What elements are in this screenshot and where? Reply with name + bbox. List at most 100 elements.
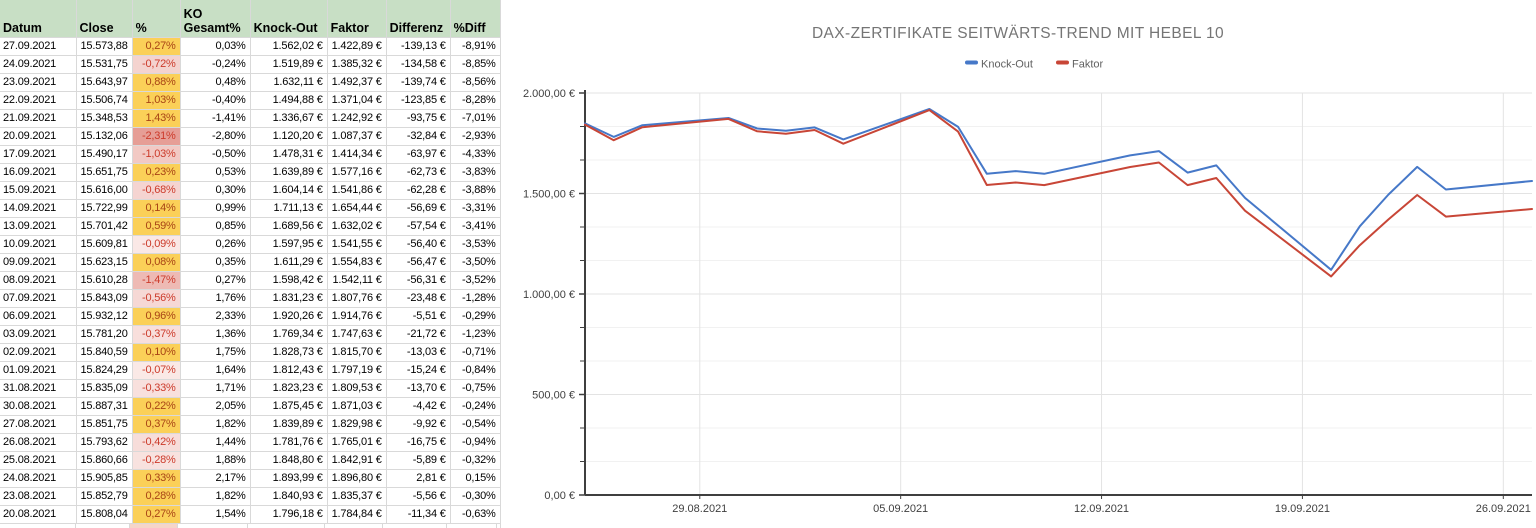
cell-pdiff[interactable]: -0,30% <box>450 487 501 506</box>
cell-faktor[interactable]: 1.554,83 € <box>327 253 387 272</box>
cell-faktor[interactable]: 1.492,37 € <box>327 73 387 92</box>
cell-close[interactable]: 15.843,09 <box>76 289 133 308</box>
cell-faktor[interactable]: 1.829,98 € <box>327 415 387 434</box>
cell-close[interactable]: 15.808,04 <box>76 505 133 524</box>
cell-faktor[interactable]: 1.242,92 € <box>327 109 387 128</box>
cell-pdiff[interactable]: -7,01% <box>450 109 501 128</box>
cell-datum[interactable]: 06.09.2021 <box>0 307 77 326</box>
cell-ko_gesamt[interactable]: 1,82% <box>180 487 251 506</box>
cell-pdiff[interactable]: -3,83% <box>450 163 501 182</box>
cell-knock_out[interactable]: 1.875,45 € <box>250 397 328 416</box>
cell-datum[interactable]: 26.08.2021 <box>0 433 77 452</box>
cell-differenz[interactable]: -93,75 € <box>386 109 451 128</box>
cell-knock_out[interactable]: 1.711,13 € <box>250 199 328 218</box>
legend-knock-out[interactable]: Knock-Out <box>981 59 1033 71</box>
cell-close[interactable]: 15.824,29 <box>76 361 133 380</box>
cell-ko_gesamt[interactable]: 1,82% <box>180 415 251 434</box>
cell-pct[interactable]: 0,27% <box>132 37 181 56</box>
cell-close[interactable]: 15.793,62 <box>76 433 133 452</box>
cell-pdiff[interactable]: -1,28% <box>450 289 501 308</box>
cell-datum[interactable]: 01.09.2021 <box>0 361 77 380</box>
cell-knock_out[interactable]: 1.598,42 € <box>250 271 328 290</box>
cell-ko_gesamt[interactable]: -0,40% <box>180 91 251 110</box>
cell-datum[interactable]: 17.09.2021 <box>0 145 77 164</box>
cell-datum[interactable]: 27.09.2021 <box>0 37 77 56</box>
cell-datum[interactable]: 24.08.2021 <box>0 469 77 488</box>
cell-differenz[interactable]: -134,58 € <box>386 55 451 74</box>
cell-faktor[interactable]: 1.414,34 € <box>327 145 387 164</box>
column-header-pdiff[interactable]: %Diff <box>450 0 501 38</box>
cell-pct[interactable]: 0,23% <box>132 163 181 182</box>
cell-knock_out[interactable]: 1.893,99 € <box>250 469 328 488</box>
cell-ko_gesamt[interactable]: 1,44% <box>180 433 251 452</box>
cell-knock_out[interactable]: 1.796,18 € <box>250 505 328 524</box>
cell-pdiff[interactable]: -0,63% <box>450 505 501 524</box>
cell-pct[interactable]: 0,22% <box>132 397 181 416</box>
cell-datum[interactable]: 07.09.2021 <box>0 289 77 308</box>
cell-pct[interactable]: -0,33% <box>132 379 181 398</box>
cell-pdiff[interactable]: -3,52% <box>450 271 501 290</box>
cell-knock_out[interactable]: 1.562,02 € <box>250 37 328 56</box>
cell-differenz[interactable]: -9,92 € <box>386 415 451 434</box>
cell-close[interactable]: 15.781,20 <box>76 325 133 344</box>
cell-ko_gesamt[interactable]: 1,76% <box>180 289 251 308</box>
cell-close[interactable]: 15.506,74 <box>76 91 133 110</box>
cell-differenz[interactable]: -139,74 € <box>386 73 451 92</box>
cell-differenz[interactable]: -16,75 € <box>386 433 451 452</box>
cell-close[interactable]: 15.722,99 <box>76 199 133 218</box>
cell-datum[interactable]: 08.09.2021 <box>0 271 77 290</box>
cell-datum[interactable]: 20.09.2021 <box>0 127 77 146</box>
cell-pct[interactable]: 0,37% <box>132 415 181 434</box>
column-header-close[interactable]: Close <box>76 0 133 38</box>
cell-datum[interactable]: 20.08.2021 <box>0 505 77 524</box>
cell-datum[interactable]: 02.09.2021 <box>0 343 77 362</box>
cell-faktor[interactable]: 1.542,11 € <box>327 271 387 290</box>
cell-pct[interactable]: 0,14% <box>132 199 181 218</box>
cell-close[interactable]: 15.348,53 <box>76 109 133 128</box>
cell-ko_gesamt[interactable]: 1,54% <box>180 505 251 524</box>
cell-close[interactable]: 15.851,75 <box>76 415 133 434</box>
cell-pdiff[interactable]: -3,88% <box>450 181 501 200</box>
cell-pct[interactable]: 1,43% <box>132 109 181 128</box>
cell-pdiff[interactable]: -8,91% <box>450 37 501 56</box>
cell-differenz[interactable]: -4,42 € <box>386 397 451 416</box>
column-header-faktor[interactable]: Faktor <box>327 0 387 38</box>
cell-pdiff[interactable]: 0,15% <box>450 469 501 488</box>
cell-ko_gesamt[interactable]: -0,50% <box>180 145 251 164</box>
cell-datum[interactable]: 23.09.2021 <box>0 73 77 92</box>
cell-knock_out[interactable]: 1.639,89 € <box>250 163 328 182</box>
cell-pct[interactable]: -0,72% <box>132 55 181 74</box>
cell-pdiff[interactable]: -0,54% <box>450 415 501 434</box>
cell-datum[interactable]: 16.09.2021 <box>0 163 77 182</box>
cell-pct[interactable]: 0,59% <box>132 217 181 236</box>
cell-knock_out[interactable]: 1.604,14 € <box>250 181 328 200</box>
cell-knock_out[interactable]: 1.769,34 € <box>250 325 328 344</box>
cell-differenz[interactable]: -5,51 € <box>386 307 451 326</box>
cell-faktor[interactable]: 1.797,19 € <box>327 361 387 380</box>
cell-knock_out[interactable]: 1.848,80 € <box>250 451 328 470</box>
cell-pdiff[interactable]: -3,50% <box>450 253 501 272</box>
cell-datum[interactable]: 27.08.2021 <box>0 415 77 434</box>
cell-pdiff[interactable]: -4,33% <box>450 145 501 164</box>
cell-differenz[interactable]: -57,54 € <box>386 217 451 236</box>
cell-faktor[interactable]: 1.807,76 € <box>327 289 387 308</box>
cell-datum[interactable]: 15.09.2021 <box>0 181 77 200</box>
cell-datum[interactable]: 21.09.2021 <box>0 109 77 128</box>
cell-differenz[interactable]: -5,89 € <box>386 451 451 470</box>
cell-knock_out[interactable]: 1.120,20 € <box>250 127 328 146</box>
cell-pct[interactable]: -1,03% <box>132 145 181 164</box>
cell-ko_gesamt[interactable]: 0,26% <box>180 235 251 254</box>
cell-pct[interactable]: 1,03% <box>132 91 181 110</box>
cell-knock_out[interactable]: 1.689,56 € <box>250 217 328 236</box>
cell-pct[interactable]: -0,37% <box>132 325 181 344</box>
cell-knock_out[interactable]: 1.920,26 € <box>250 307 328 326</box>
cell-faktor[interactable]: 1.815,70 € <box>327 343 387 362</box>
cell-pdiff[interactable]: -0,94% <box>450 433 501 452</box>
column-header-datum[interactable]: Datum <box>0 0 77 38</box>
cell-knock_out[interactable]: 1.823,23 € <box>250 379 328 398</box>
cell-differenz[interactable]: -32,84 € <box>386 127 451 146</box>
cell-pct[interactable]: 0,28% <box>132 487 181 506</box>
column-header-differenz[interactable]: Differenz <box>386 0 451 38</box>
cell-close[interactable]: 15.887,31 <box>76 397 133 416</box>
cell-pct[interactable]: 0,10% <box>132 343 181 362</box>
